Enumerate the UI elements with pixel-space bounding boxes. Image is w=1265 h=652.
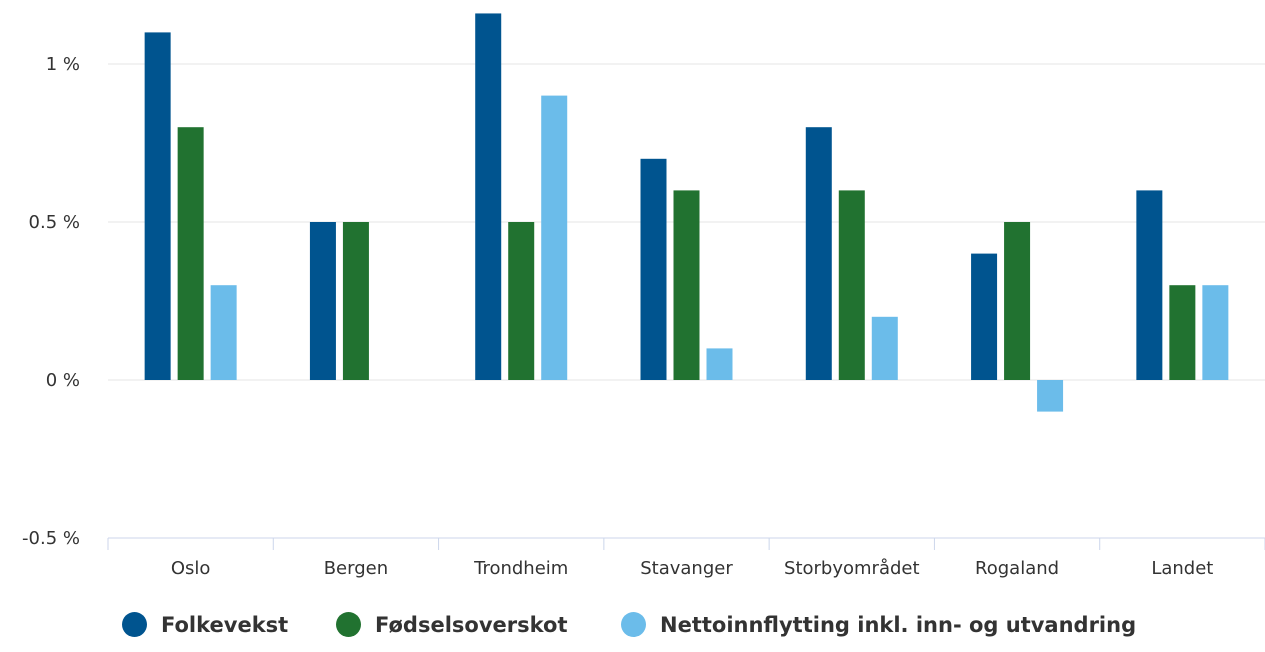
legend-item-folkevekst[interactable]: Folkevekst (122, 612, 288, 637)
x-tick-label: Stavanger (640, 558, 733, 579)
bar-4-2 (871, 316, 898, 380)
bar-0-1 (177, 127, 204, 380)
x-tick-label: Landet (1151, 558, 1213, 579)
bar-0-0 (144, 32, 171, 381)
legend-dot-fodselsoverskot (336, 612, 361, 637)
bar-3-2 (706, 348, 733, 380)
bars (144, 13, 1229, 412)
bar-1-1 (342, 222, 369, 380)
legend-dot-folkevekst (122, 612, 147, 637)
bar-5-0 (971, 253, 998, 380)
x-tick-label: Trondheim (473, 558, 568, 579)
x-tick-label: Oslo (171, 558, 211, 579)
legend-label-nettoinnflytting: Nettoinnflytting inkl. inn- og utvandrin… (660, 612, 1137, 637)
x-tick-label: Storbyområdet (784, 558, 920, 579)
y-tick-label: 0.5 % (29, 212, 80, 233)
bar-6-2 (1202, 285, 1229, 380)
bar-4-0 (805, 127, 832, 380)
y-tick-label: -0.5 % (22, 528, 80, 549)
bar-1-0 (309, 222, 336, 380)
bar-2-2 (541, 95, 568, 380)
bar-chart: 1 % 0.5 % 0 % -0.5 % Oslo Bergen Trondheim Sta… (22, 13, 1265, 579)
bar-5-2 (1037, 380, 1064, 412)
bar-6-1 (1169, 285, 1196, 380)
bar-3-1 (673, 190, 700, 380)
legend-item-nettoinnflytting[interactable]: Nettoinnflytting inkl. inn- og utvandrin… (621, 612, 1136, 637)
bar-3-0 (640, 158, 667, 380)
legend-label-folkevekst: Folkevekst (161, 612, 289, 637)
legend-item-fodselsoverskot[interactable]: Fødselsoverskot (336, 612, 567, 637)
y-axis-ticks: 1 % 0.5 % 0 % -0.5 % (22, 54, 80, 549)
y-tick-label: 0 % (46, 370, 80, 391)
bar-2-1 (508, 222, 535, 380)
bar-0-2 (210, 285, 237, 380)
legend-dot-nettoinnflytting (621, 612, 646, 637)
bar-5-1 (1004, 222, 1031, 380)
bar-6-0 (1136, 190, 1163, 380)
legend: Folkevekst Fødselsoverskot Nettoinnflytt… (0, 612, 1265, 652)
bar-4-1 (838, 190, 865, 380)
x-axis: Oslo Bergen Trondheim Stavanger Storbyområde… (107, 537, 1265, 579)
legend-label-fodselsoverskot: Fødselsoverskot (375, 612, 568, 637)
y-tick-label: 1 % (46, 54, 80, 75)
x-tick-label: Bergen (324, 558, 388, 579)
x-tick-label: Rogaland (975, 558, 1059, 579)
bar-2-0 (475, 13, 502, 380)
